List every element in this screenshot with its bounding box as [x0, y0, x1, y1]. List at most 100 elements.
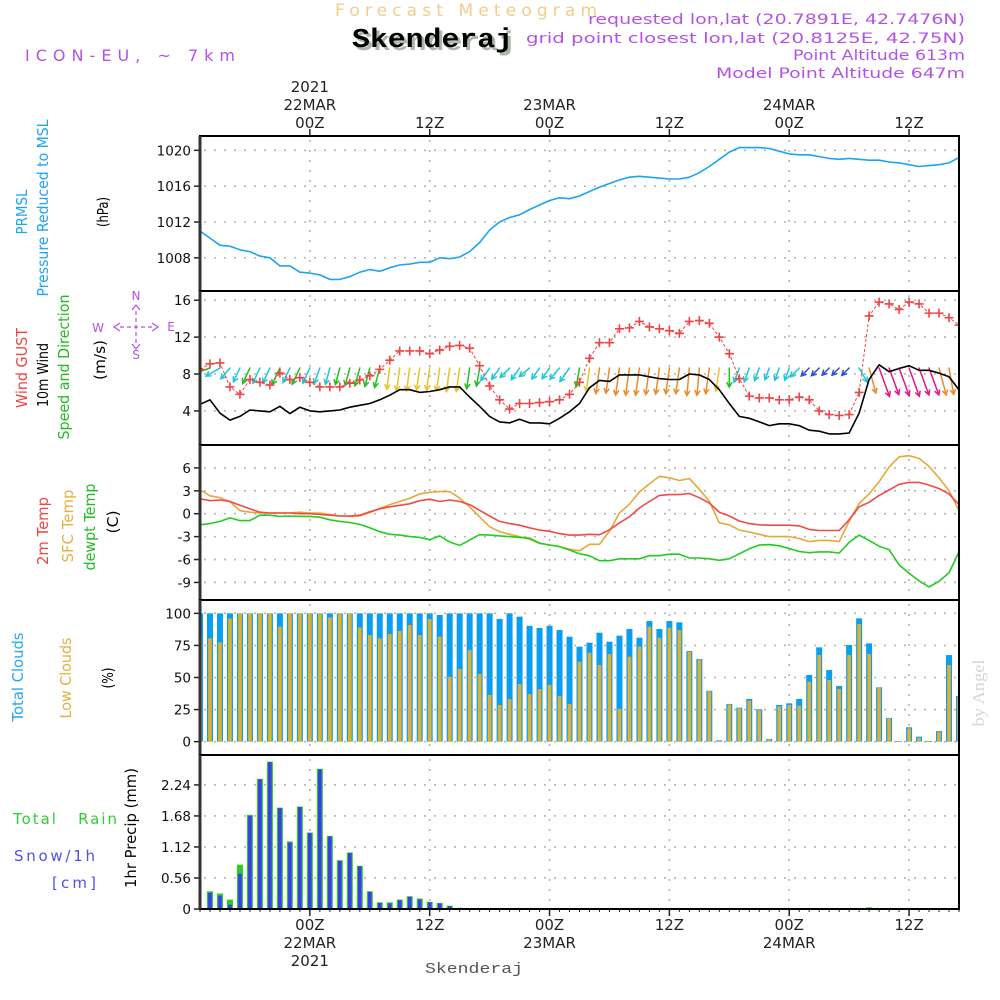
wind-arrow-shaft	[395, 367, 401, 392]
wind-gust-marker	[924, 308, 934, 318]
wind-arrow-shaft	[334, 367, 341, 386]
wind-arrow-head-icon	[894, 388, 901, 397]
compass-left-arrow-icon	[112, 322, 121, 332]
pressure-plot-area	[200, 146, 959, 281]
wind-direction-arrow	[810, 367, 820, 377]
pressure-ytick-label: 1016	[157, 179, 191, 195]
wind-direction-arrow	[541, 367, 551, 380]
low-clouds-bar	[427, 618, 432, 742]
wind-arrow-head-icon	[623, 389, 630, 397]
wind-gust-marker	[535, 398, 545, 408]
wind-arrow-head-icon	[510, 374, 517, 382]
precip-ytick-label: 2.24	[161, 778, 191, 794]
watermark: by Angel	[969, 659, 988, 726]
snow-1h-bar	[218, 895, 222, 909]
wind-arrow-shaft	[948, 367, 955, 396]
low-clouds-bar	[367, 635, 372, 742]
wind-direction-arrow	[830, 367, 840, 377]
pressure-ytick-label: 1012	[157, 215, 191, 231]
wind-arrow-shaft	[800, 367, 810, 377]
wind-direction-arrow	[510, 367, 521, 382]
wind-gust-marker	[315, 382, 325, 392]
wind-direction-arrow	[684, 367, 691, 398]
wind-10m-label: 10m Wind	[34, 343, 52, 407]
2m-temp-line	[200, 481, 959, 536]
wind-gust-marker	[285, 375, 295, 385]
wind-ytick-label: 8	[182, 367, 191, 383]
total-clouds-bar	[506, 613, 513, 742]
low-clouds-bar	[328, 617, 332, 742]
precip-ytick-label: 0.56	[161, 871, 191, 887]
wind-gust-marker	[425, 349, 435, 359]
wind-direction-arrow	[394, 367, 401, 393]
wind-gust-marker	[834, 410, 844, 420]
wind-arrow-head-icon	[549, 373, 556, 381]
wind-arrow-shaft	[696, 367, 701, 396]
temp-panel: -9 -6 -3 0 3 6	[178, 444, 960, 601]
snow-1h-bar	[238, 873, 242, 909]
low-clouds-bar	[597, 665, 602, 742]
total-rain-bar	[226, 899, 233, 909]
wind-direction-arrow	[800, 367, 810, 378]
snow-label: Snow/1h	[14, 847, 95, 865]
wind-direction-arrow	[694, 367, 701, 397]
model-point-altitude: Model Point Altitude 647m	[716, 66, 965, 82]
wind-gust-marker	[365, 371, 375, 381]
compass-rose: N S W E	[92, 289, 175, 362]
pressure-panel: 1008 1012 1016 1020	[157, 135, 960, 292]
total-clouds-bar	[546, 625, 553, 742]
wind-gust-marker	[814, 406, 824, 416]
wind-arrow-shaft	[675, 367, 681, 395]
wind-arrow-shaft	[774, 367, 780, 381]
forecast-title: Forecast Meteogram	[335, 1, 597, 21]
top-time-label: 12Z	[894, 114, 923, 132]
wind-direction-arrow	[414, 367, 421, 392]
clouds-ytick-label: 50	[174, 671, 191, 687]
total-clouds-label: Total Clouds	[9, 632, 27, 722]
wind-gust-marker	[824, 410, 834, 420]
low-clouds-bar	[697, 659, 702, 742]
wind-direction-arrow	[918, 367, 931, 397]
wind-arrow-shaft	[531, 367, 541, 380]
header: Forecast Meteogram Skenderaj Skenderaj I…	[25, 1, 965, 82]
wind-arrow-shaft	[634, 367, 641, 396]
wind-gust-marker	[674, 328, 684, 338]
low-clouds-bar	[757, 710, 762, 742]
snow-1h-bar	[258, 779, 262, 909]
wind-arrow-shaft	[232, 367, 241, 383]
snow-1h-bar	[427, 902, 432, 909]
wind-arrow-shaft	[868, 367, 877, 394]
wind-direction-arrow	[333, 367, 341, 387]
snow-unit-label: [cm]	[52, 874, 96, 892]
compass-west: W	[92, 321, 104, 335]
wind-arrow-shaft	[291, 367, 301, 385]
wind-arrow-head-icon	[942, 389, 949, 397]
total-clouds-bar	[536, 627, 543, 742]
wind-arrow-head-icon	[810, 370, 818, 377]
wind-gust-marker	[844, 410, 854, 420]
dewpt-temp-line	[200, 514, 959, 588]
low-clouds-bar	[547, 684, 552, 742]
wind-ytick-label: 4	[182, 404, 191, 420]
low-clouds-bar	[627, 656, 632, 742]
low-clouds-bar	[467, 650, 472, 742]
wind-gust-marker	[714, 332, 724, 342]
wind-direction-arrow	[948, 367, 957, 396]
wind-arrow-shaft	[918, 367, 930, 396]
low-clouds-bar	[308, 613, 312, 742]
wind-gust-marker	[594, 338, 604, 348]
wind-gust-marker	[255, 377, 265, 387]
wind-arrow-head-icon	[703, 388, 710, 396]
wind-gust-marker	[624, 323, 634, 333]
total-clouds-bar	[566, 636, 573, 742]
sfc-temp-line	[200, 454, 959, 552]
low-clouds-bar	[557, 695, 562, 742]
low-clouds-bar	[527, 694, 532, 742]
wind-direction-arrow	[301, 367, 311, 385]
wind-gust-marker	[345, 378, 355, 388]
snow-1h-bar	[447, 906, 452, 909]
wind-gust-marker	[575, 377, 584, 387]
low-clouds-bar	[847, 655, 851, 742]
total-clouds-bar	[496, 618, 503, 742]
wind-direction-arrow	[479, 367, 491, 382]
